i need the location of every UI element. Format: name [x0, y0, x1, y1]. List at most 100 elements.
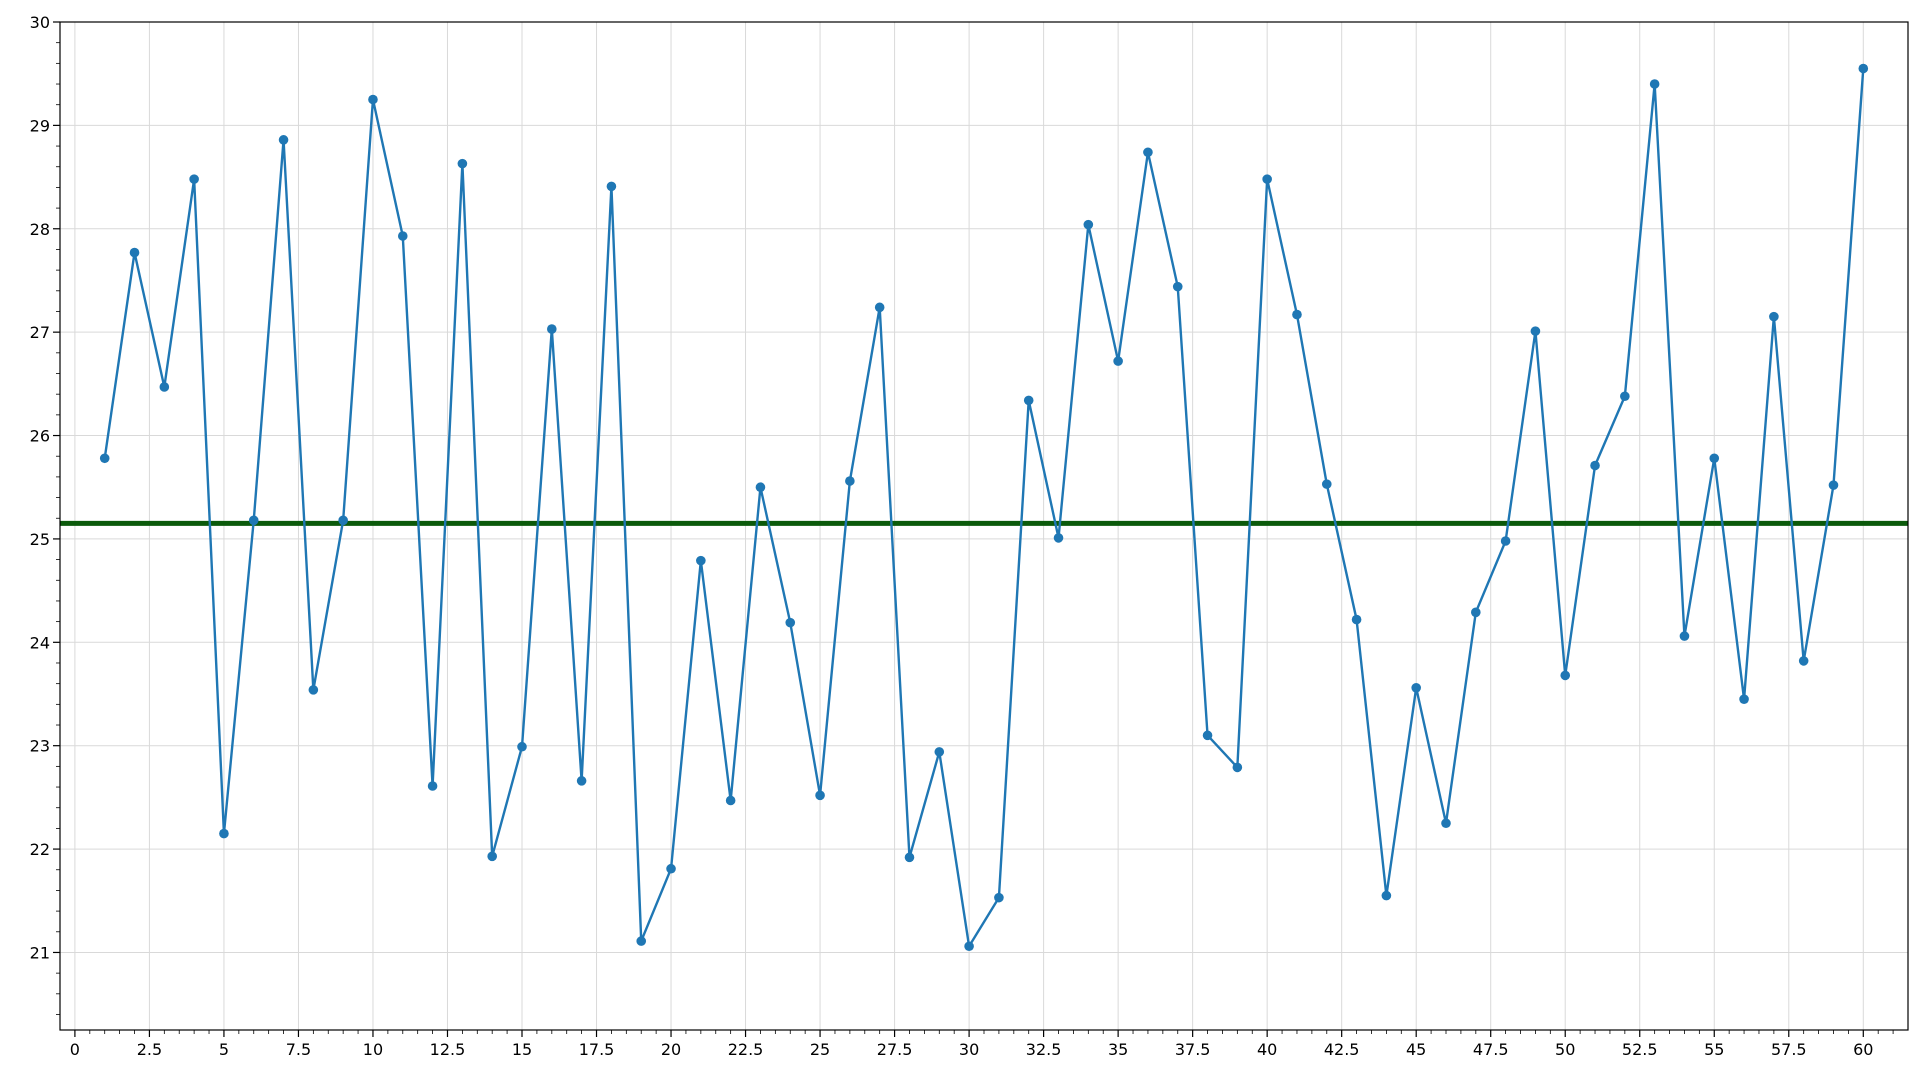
data-point — [1381, 890, 1392, 901]
data-point — [1739, 694, 1749, 704]
data-point — [1649, 79, 1660, 89]
data-point — [487, 851, 497, 862]
x-tick-label: 47.5 — [1473, 1040, 1509, 1059]
data-point — [666, 863, 676, 874]
y-tick-label: 30 — [30, 13, 50, 32]
x-tick-label: 57.5 — [1771, 1040, 1807, 1059]
x-tick-label: 0 — [70, 1040, 80, 1059]
data-point — [1053, 533, 1064, 543]
data-point — [934, 747, 945, 757]
data-point — [99, 453, 110, 464]
data-point — [547, 324, 557, 334]
data-point — [725, 795, 736, 806]
data-point — [1351, 614, 1362, 625]
x-tick-label: 55 — [1704, 1040, 1724, 1059]
data-point — [845, 476, 855, 486]
y-tick-label: 27 — [30, 323, 50, 342]
x-tick-label: 30 — [959, 1040, 979, 1059]
data-point — [755, 482, 766, 493]
data-point — [1262, 174, 1272, 184]
data-point — [457, 158, 468, 169]
data-point — [1560, 670, 1571, 681]
x-tick-label: 40 — [1257, 1040, 1277, 1059]
data-point — [1471, 607, 1481, 618]
data-point — [1679, 631, 1690, 641]
data-point — [904, 852, 915, 863]
x-tick-label: 45 — [1406, 1040, 1426, 1059]
data-point — [1232, 762, 1243, 773]
x-tick-label: 35 — [1108, 1040, 1128, 1059]
series-layer — [99, 63, 1869, 952]
data-point — [368, 94, 378, 105]
y-tick-label: 26 — [30, 427, 50, 446]
data-point — [129, 247, 140, 258]
x-tick-label: 20 — [661, 1040, 681, 1059]
y-tick-label: 25 — [30, 530, 50, 549]
plot-frame — [59, 21, 1909, 1031]
x-tick-label: 12.5 — [430, 1040, 466, 1059]
data-point — [248, 515, 259, 526]
series-line — [103, 68, 1865, 948]
x-tick-label: 42.5 — [1324, 1040, 1360, 1059]
data-point — [1441, 818, 1451, 829]
data-point — [1321, 479, 1332, 489]
data-point — [1023, 395, 1034, 406]
x-tick-label: 50 — [1555, 1040, 1575, 1059]
data-point — [576, 776, 587, 786]
data-point — [1113, 356, 1123, 366]
x-tick-label: 27.5 — [877, 1040, 913, 1059]
data-point — [1828, 480, 1839, 490]
data-point — [815, 790, 825, 801]
data-point — [1411, 682, 1421, 693]
x-tick-label: 22.5 — [728, 1040, 764, 1059]
data-point — [785, 617, 796, 628]
x-tick-label: 37.5 — [1175, 1040, 1211, 1059]
data-point — [1292, 309, 1302, 320]
data-point — [1172, 281, 1183, 292]
data-point — [427, 781, 438, 791]
data-point — [517, 741, 527, 752]
y-tick-label: 22 — [30, 840, 50, 859]
data-point — [219, 828, 229, 839]
x-tick-label: 7.5 — [286, 1040, 311, 1059]
data-point — [606, 181, 617, 192]
x-tick-label: 32.5 — [1026, 1040, 1062, 1059]
data-point — [1858, 63, 1869, 74]
axes: 0 2.5 5 7.5 10 12.5 15 17.5 20 22.5 25 27.5 30 32.5 35… — [30, 13, 1909, 1059]
data-point — [397, 231, 408, 241]
data-point — [1590, 460, 1600, 471]
y-tick-label: 23 — [30, 737, 50, 756]
data-point — [964, 941, 974, 952]
data-point — [1530, 326, 1541, 336]
y-tick-label: 28 — [30, 220, 50, 239]
data-point — [636, 936, 647, 946]
data-point — [189, 174, 199, 184]
y-tick-label: 29 — [30, 116, 50, 135]
data-point — [994, 892, 1004, 903]
data-point — [338, 515, 348, 526]
x-tick-label: 5 — [219, 1040, 229, 1059]
data-point — [159, 382, 170, 392]
grid — [60, 21, 1908, 1030]
x-tick-label: 2.5 — [137, 1040, 162, 1059]
data-point — [1769, 311, 1779, 322]
x-tick-label: 25 — [810, 1040, 830, 1059]
x-tick-label: 10 — [363, 1040, 383, 1059]
x-tick-label: 15 — [512, 1040, 532, 1059]
x-tick-label: 60 — [1853, 1040, 1873, 1059]
data-point — [696, 555, 706, 566]
data-point — [1798, 656, 1809, 666]
data-point — [1709, 453, 1720, 464]
data-point — [1500, 536, 1511, 546]
y-tick-label: 21 — [30, 943, 50, 962]
x-tick-label: 52.5 — [1622, 1040, 1658, 1059]
data-point — [1083, 219, 1094, 230]
data-point — [1202, 730, 1213, 741]
data-point — [278, 135, 289, 145]
x-tick-label: 17.5 — [579, 1040, 615, 1059]
data-point — [1143, 147, 1153, 158]
data-point — [1620, 391, 1630, 402]
y-tick-label: 24 — [30, 633, 50, 652]
